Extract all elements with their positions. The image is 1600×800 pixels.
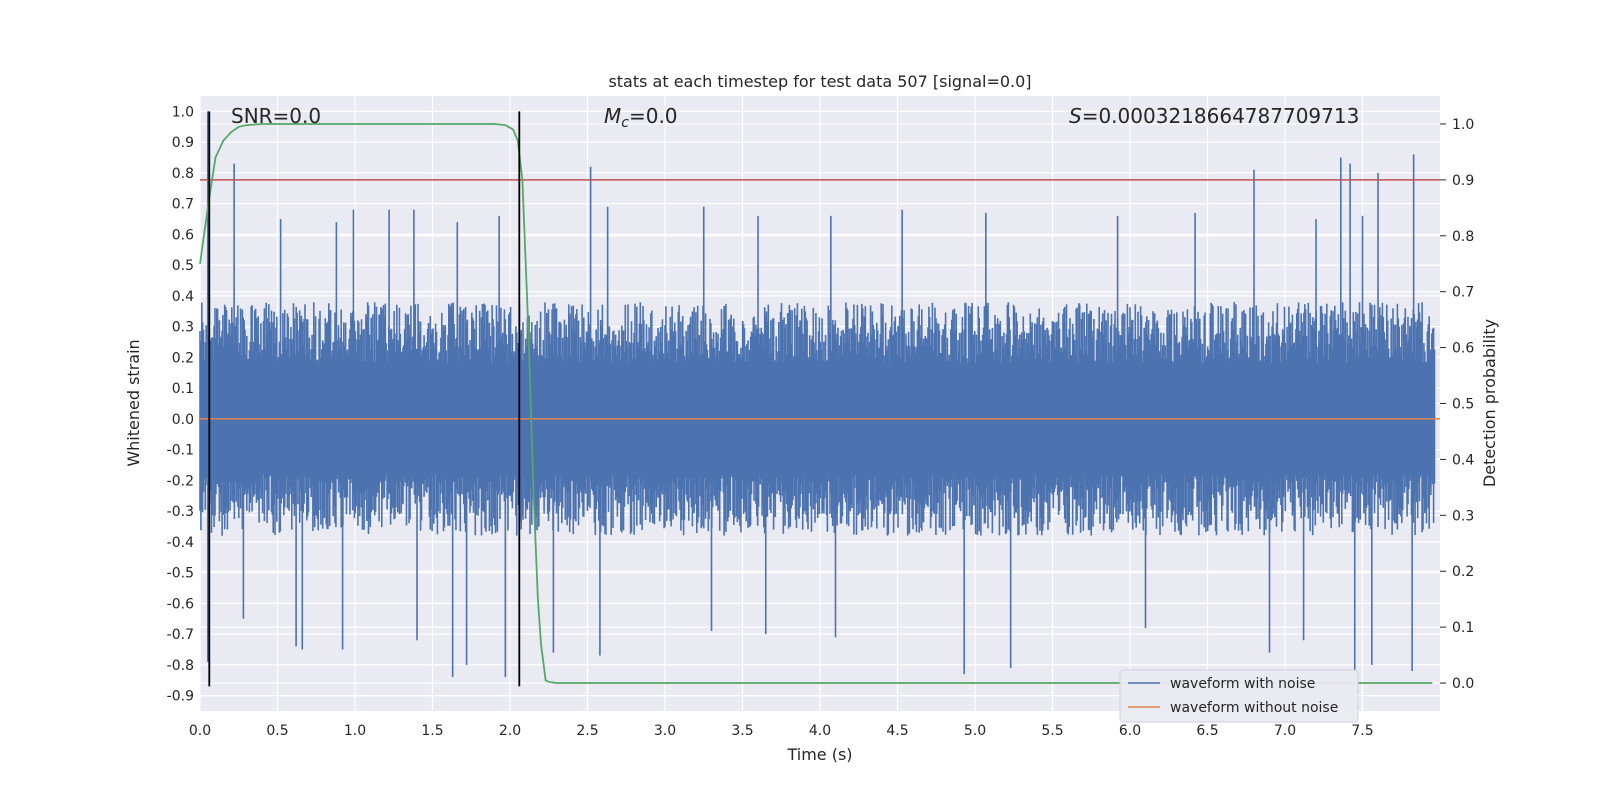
waveform-with-noise-series (199, 111, 1436, 678)
x-tick-label: 5.5 (1041, 723, 1063, 739)
y2-tick-label: 0.0 (1452, 676, 1474, 692)
ticks-layer: 0.0 0.5 1.0 1.5 2.0 2.5 3.0 3.5 4.0 4.5 5.0 5.5 6.0 6… (167, 104, 1475, 739)
y-tick-label: 0.7 (172, 197, 194, 213)
y-tick-label: -0.3 (167, 504, 194, 520)
y-tick-label: 1.0 (172, 104, 194, 120)
y2-tick-label: 0.1 (1452, 620, 1474, 636)
x-tick-label: 0.5 (266, 723, 288, 739)
x-tick-label: 2.5 (576, 723, 598, 739)
x-tick-label: 6.0 (1119, 723, 1141, 739)
x-tick-label: 2.0 (499, 723, 521, 739)
x-tick-label: 3.5 (731, 723, 753, 739)
y-tick-label: -0.8 (167, 658, 194, 674)
y-tick-label: -0.4 (167, 535, 194, 551)
y2-tick-label: 0.4 (1452, 452, 1474, 468)
y-tick-label: 0.3 (172, 320, 194, 336)
x-tick-label: 1.0 (344, 723, 366, 739)
x-tick-label: 4.0 (809, 723, 831, 739)
y2-tick-label: 0.6 (1452, 341, 1474, 357)
y2-tick-label: 0.7 (1452, 285, 1474, 301)
y2-tick-label: 0.2 (1452, 564, 1474, 580)
y-tick-label: 0.2 (172, 350, 194, 366)
y-axis-label: Whitened strain (124, 339, 143, 466)
snr-annotation: SNR=0.0 (231, 104, 321, 128)
y-tick-label: -0.9 (167, 689, 194, 705)
x-tick-label: 3.0 (654, 723, 676, 739)
y2-tick-label: 1.0 (1452, 117, 1474, 133)
x-tick-label: 6.5 (1196, 723, 1218, 739)
y-tick-label: 0.4 (172, 289, 194, 305)
y2-tick-label: 0.8 (1452, 229, 1474, 245)
y2-tick-label: 0.5 (1452, 397, 1474, 413)
x-tick-label: 4.5 (886, 723, 908, 739)
y-tick-label: -0.7 (167, 627, 194, 643)
y2-axis-label: Detection probability (1480, 319, 1499, 487)
x-tick-label: 5.0 (964, 723, 986, 739)
legend-box (1119, 669, 1359, 723)
legend: waveform with noise waveform without noi… (1119, 669, 1359, 723)
chart-title: stats at each timestep for test data 507… (608, 72, 1031, 91)
y-tick-label: -0.1 (167, 443, 194, 459)
y-tick-label: -0.5 (167, 566, 194, 582)
y-tick-label: 0.5 (172, 258, 194, 274)
x-tick-label: 0.0 (189, 723, 211, 739)
y-tick-label: 0.6 (172, 227, 194, 243)
x-tick-label: 7.5 (1351, 723, 1373, 739)
x-tick-label: 7.0 (1274, 723, 1296, 739)
y-tick-label: 0.9 (172, 135, 194, 151)
y2-tick-label: 0.3 (1452, 508, 1474, 524)
y-tick-label: -0.6 (167, 596, 194, 612)
y-tick-label: -0.2 (167, 473, 194, 489)
y2-tick-label: 0.9 (1452, 173, 1474, 189)
y-tick-label: 0.8 (172, 166, 194, 182)
y-tick-label: 0.0 (172, 412, 194, 428)
y-tick-label: 0.1 (172, 381, 194, 397)
legend-label-clean: waveform without noise (1170, 700, 1338, 716)
chirp-mass-annotation: Mc=0.0 (604, 104, 678, 131)
lines-layer (199, 111, 1440, 687)
legend-label-noisy: waveform with noise (1170, 676, 1315, 692)
x-axis-label: Time (s) (786, 745, 852, 764)
x-tick-label: 1.5 (421, 723, 443, 739)
s-annotation: S=0.0003218664787709713 (1069, 104, 1359, 128)
